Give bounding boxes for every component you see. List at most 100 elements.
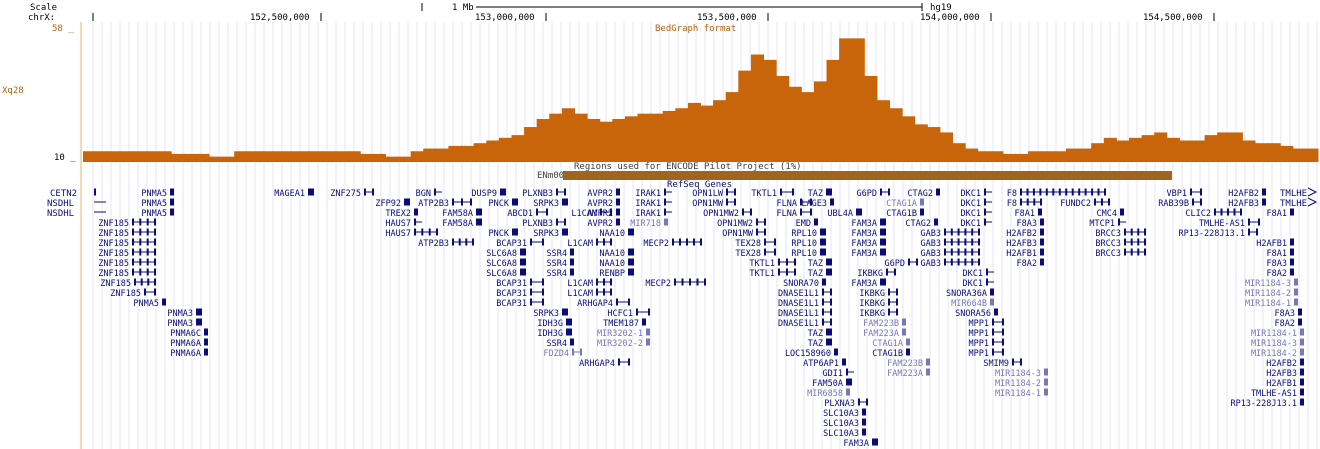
gene-feature[interactable]: UBL4A [827, 208, 862, 220]
gene-feature[interactable]: TAZ [808, 338, 832, 350]
gene-feature[interactable]: ZNF185 [100, 278, 156, 290]
gene-feature[interactable]: PNMA5 [141, 198, 174, 210]
gene-feature[interactable]: IRAK1 [635, 188, 672, 200]
gene-feature[interactable]: RPL10 [791, 228, 826, 240]
gene-feature[interactable]: MPP1 [969, 318, 1004, 330]
gene-feature[interactable]: MIR1184-1 [1251, 328, 1304, 340]
gene-feature[interactable]: MIR1184-3 [995, 368, 1048, 380]
gene-feature[interactable]: FAM3A [851, 278, 886, 290]
gene-feature[interactable]: RP13-228J13.1 [1230, 398, 1304, 410]
gene-feature[interactable]: SRPK3 [533, 228, 568, 240]
gene-feature[interactable]: MIR1184-2 [995, 378, 1048, 390]
gene-feature[interactable]: H2AFB1 [1006, 248, 1044, 260]
gene-feature[interactable]: RPL10 [791, 238, 826, 250]
gene-feature[interactable]: DKC1 [961, 188, 992, 200]
gene-feature[interactable]: F8A2 [1267, 268, 1294, 280]
gene-feature[interactable]: ARHGAP4 [577, 298, 630, 310]
gene-feature[interactable]: SLC6A8 [486, 268, 526, 280]
gene-feature[interactable]: NAA10 [599, 258, 634, 270]
gene-feature[interactable]: ZNF185 [98, 268, 156, 280]
gene-feature[interactable]: SMIM9 [983, 358, 1022, 370]
gene-feature[interactable]: ZNF275 [330, 188, 374, 200]
gene-feature[interactable]: BRCC3 [1095, 248, 1146, 260]
gene-feature[interactable]: BCAP31 [496, 238, 544, 250]
gene-feature[interactable]: F8 [1007, 198, 1042, 210]
gene-feature[interactable]: BCAP31 [496, 298, 544, 310]
gene-feature[interactable]: PNMA6A [170, 348, 208, 360]
signal-track-label[interactable]: Xq28 [2, 86, 24, 96]
gene-feature[interactable]: BGN [416, 188, 442, 200]
gene-feature[interactable]: SRPK3 [533, 308, 568, 320]
gene-feature[interactable]: ATP2B3 [418, 238, 474, 250]
gene-feature[interactable]: F8A2 [1017, 258, 1044, 270]
gene-feature[interactable]: PLXNA3 [824, 398, 868, 410]
gene-feature[interactable]: ZNF185 [110, 288, 156, 300]
gene-feature[interactable]: DNASE1L1 [778, 298, 832, 310]
gene-feature[interactable]: MIR664B [951, 298, 994, 310]
gene-feature[interactable]: BCAP31 [496, 288, 544, 300]
gene-feature[interactable]: H2AFB2 [1228, 188, 1266, 200]
gene-feature[interactable]: MIR1184-2 [1251, 348, 1304, 360]
gene-feature[interactable]: SLC6A8 [486, 248, 526, 260]
gene-feature[interactable]: PNMA3 [167, 318, 202, 330]
gene-feature[interactable]: PNMA5 [141, 188, 174, 200]
gene-feature[interactable]: PNMA3 [167, 308, 202, 320]
gene-feature[interactable]: DKC1 [961, 218, 992, 230]
gene-feature[interactable]: BRCC3 [1095, 228, 1146, 240]
gene-feature[interactable]: DNASE1L1 [778, 318, 832, 330]
signal-bars[interactable] [83, 38, 1319, 163]
gene-feature[interactable]: SLC10A3 [823, 408, 866, 420]
gene-feature[interactable]: MIR6858 [807, 388, 850, 400]
gene-feature[interactable]: ATP2B3 [418, 198, 472, 210]
gene-feature[interactable]: FAM3A [843, 438, 878, 449]
gene-feature[interactable]: DKC1 [963, 278, 994, 290]
gene-feature[interactable]: GAB3 [921, 258, 980, 270]
gene-feature[interactable]: MIR3202-1 [597, 328, 650, 340]
gene-feature[interactable]: SLC10A3 [823, 428, 866, 440]
gene-feature[interactable]: FAM3A [851, 238, 886, 250]
gene-feature[interactable]: ABCD1 [507, 208, 548, 220]
gene-feature[interactable]: PNCK [489, 228, 518, 240]
gene-feature[interactable]: F8A3 [1017, 218, 1044, 230]
gene-feature[interactable]: MIR1184-1 [995, 388, 1048, 400]
gene-feature[interactable]: L1CAM [571, 208, 612, 220]
gene-feature[interactable]: SLC10A3 [823, 418, 866, 430]
gene-feature[interactable]: IRAK1 [635, 208, 672, 220]
gene-feature[interactable]: FAM223A [887, 368, 930, 380]
gene-feature[interactable]: CTAG1A [872, 338, 910, 350]
gene-feature[interactable]: SNORA70 [783, 278, 826, 290]
gene-feature[interactable]: FLNA [777, 198, 812, 210]
gene-feature[interactable]: G6PD [857, 188, 890, 200]
gene-feature[interactable]: OPN1MW2 [703, 208, 752, 220]
gene-feature[interactable]: DUSP9 [471, 188, 506, 200]
gene-feature[interactable]: TKTL1 [749, 258, 796, 270]
gene-feature[interactable]: DNASE1L1 [778, 308, 832, 320]
gene-feature[interactable]: EMD [796, 218, 818, 230]
gene-feature[interactable]: F8A1 [1267, 208, 1294, 220]
gene-feature[interactable]: DNASE1L1 [778, 288, 832, 300]
gene-feature[interactable]: FAM3A [851, 218, 886, 230]
gene-feature[interactable]: TREX2 [385, 208, 418, 220]
gene-feature[interactable]: TKTL1 [751, 188, 794, 200]
gene-feature[interactable]: H2AFB3 [1228, 198, 1266, 210]
gene-feature[interactable]: FDZD4 [543, 348, 582, 360]
gene-feature[interactable]: TMLHE-AS1 [1199, 218, 1260, 230]
encode-region-bar[interactable] [563, 171, 1172, 180]
gene-feature[interactable]: TKTL1 [749, 268, 796, 280]
gene-feature[interactable]: OPN1MW [692, 198, 736, 210]
gene-feature[interactable]: ZNF185 [98, 248, 156, 260]
gene-feature[interactable]: F8A1 [1015, 208, 1042, 220]
gene-feature[interactable]: TAZ [808, 328, 832, 340]
gene-feature[interactable]: H2AFB2 [1006, 228, 1044, 240]
gene-feature[interactable]: SRPK3 [533, 198, 568, 210]
gene-feature[interactable]: L1CAM [567, 278, 612, 290]
gene-feature[interactable]: VBP1 [1167, 188, 1202, 200]
gene-feature[interactable]: AVPR2 [587, 198, 620, 210]
gene-feature[interactable]: IKBKG [859, 288, 898, 300]
gene-feature[interactable]: RENBP [599, 268, 634, 280]
gene-feature[interactable]: MIR1184-2 [1245, 288, 1298, 300]
gene-feature[interactable]: TEX28 [735, 248, 776, 260]
gene-feature[interactable]: NAA10 [599, 248, 634, 260]
gene-feature[interactable]: L1CAM [567, 238, 612, 250]
